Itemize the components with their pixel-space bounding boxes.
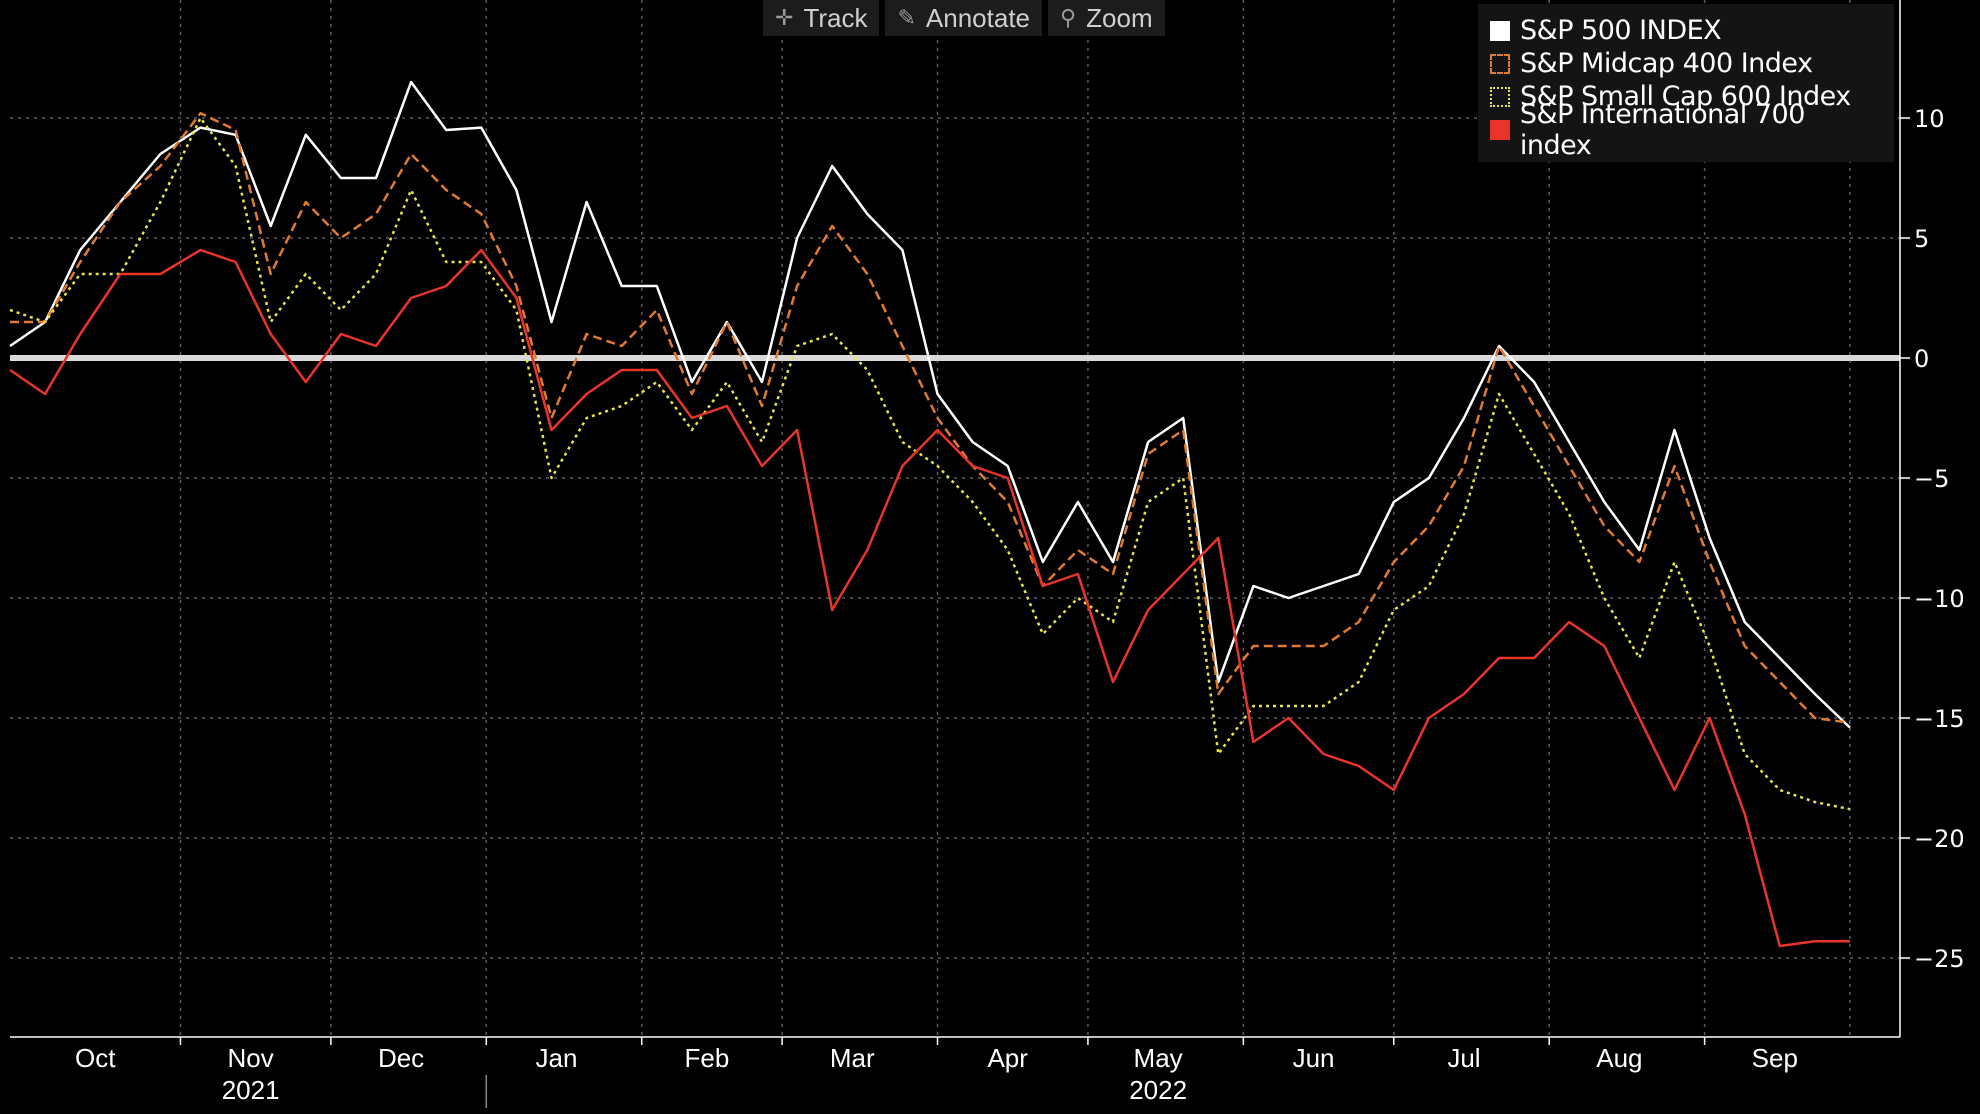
x-month-label: Sep <box>1752 1043 1798 1073</box>
x-month-label: Oct <box>75 1043 116 1073</box>
y-tick-label: −10 <box>1914 585 1965 613</box>
series-line-s-p-international-700-index <box>9 248 1850 948</box>
y-tick-label: −15 <box>1914 705 1965 733</box>
x-month-label: Apr <box>987 1043 1028 1073</box>
track-label: Track <box>803 2 868 33</box>
zoom-button[interactable]: ⚲ Zoom <box>1048 0 1165 36</box>
legend-swatch-dotted <box>1490 86 1510 107</box>
series-line-s-p-500-index <box>9 80 1851 729</box>
chart-axes: 10 5 0 −5 −10 −15 −20 −25 Oct Nov Dec Jan Feb Mar Apr M… <box>10 0 1965 1108</box>
legend-label: S&P Small Cap 600 Index <box>1520 81 1851 112</box>
annotate-button[interactable]: ✎ Annotate <box>885 0 1043 36</box>
x-month-label: May <box>1134 1043 1183 1073</box>
legend-label: S&P 500 INDEX <box>1520 15 1722 46</box>
x-month-label: Feb <box>684 1043 729 1073</box>
x-month-label: Mar <box>830 1043 875 1073</box>
y-tick-label: −25 <box>1914 945 1965 973</box>
legend-item-sp500[interactable]: S&P 500 INDEX <box>1490 14 1882 47</box>
legend-swatch-dashed <box>1490 53 1510 74</box>
legend-item-midcap400[interactable]: S&P Midcap 400 Index <box>1490 47 1882 80</box>
legend-swatch-solid <box>1490 20 1510 41</box>
x-month-label: Jun <box>1293 1043 1335 1073</box>
legend-item-smallcap600[interactable]: S&P Small Cap 600 Index <box>1490 80 1882 113</box>
annotate-label: Annotate <box>925 2 1031 33</box>
legend-swatch-solid <box>1490 119 1510 140</box>
x-month-label: Jan <box>536 1043 578 1073</box>
x-year-label: 2021 <box>222 1075 280 1105</box>
x-month-label: Dec <box>378 1043 424 1073</box>
series-line-s-p-midcap-400-index <box>10 111 1851 725</box>
chart-toolbar: ✛ Track ✎ Annotate ⚲ Zoom <box>763 0 1165 36</box>
chart-legend: S&P 500 INDEX S&P Midcap 400 Index S&P S… <box>1478 4 1894 162</box>
legend-label: S&P International 700 index <box>1519 98 1806 161</box>
x-month-label: Aug <box>1596 1043 1642 1073</box>
y-tick-label: −5 <box>1914 465 1949 493</box>
crosshair-icon: ✛ <box>775 5 794 31</box>
x-month-label: Nov <box>228 1043 274 1073</box>
track-button[interactable]: ✛ Track <box>763 0 880 36</box>
zoom-label: Zoom <box>1086 2 1153 33</box>
y-tick-label: −20 <box>1914 825 1965 853</box>
series-line-s-p-small-cap-600-index <box>9 116 1851 811</box>
legend-label: S&P Midcap 400 Index <box>1520 48 1813 79</box>
y-tick-label: 10 <box>1914 105 1945 133</box>
y-tick-label: 0 <box>1914 345 1929 373</box>
magnifier-icon: ⚲ <box>1060 5 1077 31</box>
chart-grid <box>10 0 1900 1037</box>
chart-series <box>9 80 1851 948</box>
x-month-label: Jul <box>1447 1043 1480 1073</box>
legend-item-international700[interactable]: S&P International 700 index <box>1490 99 1882 161</box>
y-tick-label: 5 <box>1914 225 1929 253</box>
x-year-label: 2022 <box>1129 1075 1187 1105</box>
pencil-icon: ✎ <box>897 5 916 31</box>
